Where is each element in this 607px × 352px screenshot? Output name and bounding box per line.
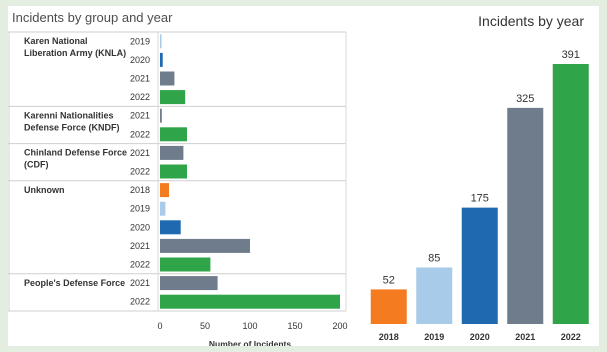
group-label: Karen National	[24, 36, 88, 46]
year-label: 2022	[130, 92, 150, 102]
year-bar	[370, 289, 407, 324]
year-bar	[416, 267, 453, 324]
group-label: Chinland Defense Force	[24, 148, 127, 158]
bar-value-label: 391	[562, 49, 580, 61]
incident-bar	[160, 183, 169, 198]
incident-bar	[160, 201, 166, 216]
x-tick-label: 200	[332, 321, 347, 331]
x-tick-label: 150	[287, 321, 302, 331]
year-label: 2021	[130, 74, 150, 84]
incident-bar	[160, 127, 187, 142]
x-tick-label: 100	[242, 321, 257, 331]
incident-bar	[160, 294, 340, 309]
incident-bar	[160, 164, 187, 179]
year-label: 2022	[130, 297, 150, 307]
year-bar	[461, 207, 498, 324]
chart-panel: Incidents by group and year Incidents by…	[8, 6, 599, 346]
bar-value-label: 175	[471, 193, 489, 205]
year-label: 2022	[130, 129, 150, 139]
x-category-label: 2020	[470, 332, 490, 342]
x-tick-label: 0	[157, 321, 162, 331]
year-label: 2021	[130, 111, 150, 121]
incident-bar	[160, 257, 211, 272]
incident-bar	[160, 34, 162, 49]
incident-bar	[160, 108, 162, 123]
x-category-label: 2019	[424, 332, 444, 342]
x-category-label: 2021	[515, 332, 535, 342]
incident-bar	[160, 276, 218, 291]
year-label: 2020	[130, 55, 150, 65]
x-tick-label: 50	[200, 321, 210, 331]
year-label: 2022	[130, 167, 150, 177]
group-label: Defense Force (KNDF)	[24, 122, 120, 132]
x-axis-title: Number of Incidents	[209, 339, 291, 346]
yearly-bar-chart: 52 2018 85 2019 175 2020 325 2021 391 2022	[370, 49, 589, 342]
incident-bar	[160, 52, 163, 67]
x-category-label: 2018	[379, 332, 399, 342]
year-label: 2018	[130, 185, 150, 195]
incident-bar	[160, 238, 250, 253]
year-label: 2020	[130, 222, 150, 232]
incident-bar	[160, 71, 175, 86]
left-chart-title: Incidents by group and year	[12, 10, 173, 25]
right-chart-title: Incidents by year	[478, 13, 584, 29]
year-label: 2021	[130, 241, 150, 251]
year-bar	[507, 107, 544, 324]
incident-bar	[160, 90, 186, 105]
group-label: Karenni Nationalities	[24, 110, 114, 120]
x-category-label: 2022	[561, 332, 581, 342]
incident-bar	[160, 220, 181, 235]
group-label: (CDF)	[24, 160, 49, 170]
group-year-bar-chart: Karen National Liberation Army (KNLA) 2019…	[8, 31, 348, 346]
year-label: 2022	[130, 260, 150, 270]
group-label: Unknown	[24, 185, 65, 195]
bar-value-label: 52	[383, 274, 395, 286]
year-label: 2019	[130, 204, 150, 214]
group-label: People's Defense Force	[24, 278, 125, 288]
bar-value-label: 325	[516, 93, 534, 105]
incidents-chart: Incidents by group and year Incidents by…	[8, 10, 589, 346]
year-label: 2021	[130, 148, 150, 158]
year-label: 2021	[130, 278, 150, 288]
bar-value-label: 85	[428, 252, 440, 264]
group-label: Liberation Army (KNLA)	[24, 48, 126, 58]
year-bar	[552, 64, 589, 324]
year-label: 2019	[130, 36, 150, 46]
incident-bar	[160, 145, 184, 160]
